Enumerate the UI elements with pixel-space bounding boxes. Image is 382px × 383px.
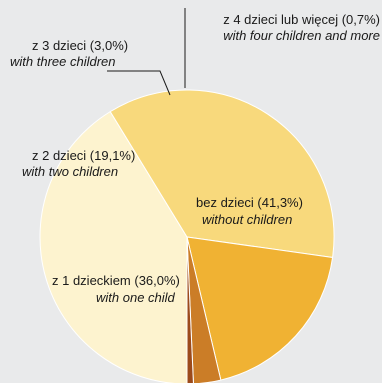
slice-four-children [186,236,194,383]
label-four-children-pl: z 4 dzieci lub więcej (0,7%) [223,12,380,27]
pie-slices [39,89,335,383]
label-one-child-en: with one child [96,290,176,305]
label-three-children-pl: z 3 dzieci (3,0%) [32,38,128,53]
label-three-children-en: with three children [10,54,116,69]
label-no-children-en: without children [202,212,292,227]
slice-one-child [109,89,335,259]
label-no-children-pl: bez dzieci (41,3%) [196,195,303,210]
slice-no-children [39,110,188,383]
label-four-children-en: with four children and more [223,28,380,43]
leader-line-three-children [107,70,171,96]
label-two-children-pl: z 2 dzieci (19,1%) [32,148,135,163]
label-two-children-en: with two children [22,164,118,179]
slice-two-children [186,236,334,381]
label-one-child-pl: z 1 dzieckiem (36,0%) [52,273,180,288]
